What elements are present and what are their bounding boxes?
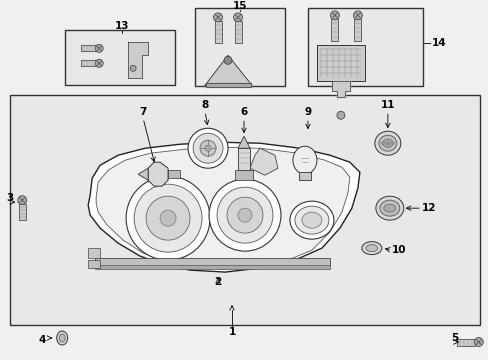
Bar (81, 45, 96, 51)
Text: 15: 15 (232, 1, 247, 12)
Bar (456, 338, 474, 346)
Bar (316, 45, 364, 81)
Bar (95, 265, 329, 269)
Bar (307, 8, 422, 86)
Circle shape (353, 11, 362, 20)
Polygon shape (128, 42, 148, 78)
Ellipse shape (57, 331, 67, 345)
Ellipse shape (375, 196, 403, 220)
Polygon shape (148, 162, 168, 186)
Text: 7: 7 (139, 107, 146, 117)
Circle shape (473, 338, 482, 347)
Ellipse shape (59, 334, 65, 342)
Bar (81, 60, 96, 66)
Bar (65, 30, 175, 85)
Circle shape (224, 56, 231, 64)
Circle shape (160, 210, 176, 226)
Circle shape (204, 145, 211, 151)
Ellipse shape (382, 139, 392, 147)
Circle shape (95, 59, 103, 67)
Circle shape (233, 13, 242, 22)
Ellipse shape (294, 206, 328, 234)
Bar (234, 21, 241, 43)
Text: 3: 3 (7, 193, 14, 203)
Bar (168, 170, 180, 178)
Circle shape (130, 65, 136, 71)
Bar (238, 148, 249, 170)
Text: 6: 6 (240, 107, 247, 117)
Text: 9: 9 (304, 107, 311, 117)
Circle shape (146, 196, 190, 240)
Text: 8: 8 (201, 100, 208, 110)
Ellipse shape (386, 142, 388, 145)
Circle shape (95, 44, 103, 52)
Ellipse shape (365, 245, 377, 252)
Circle shape (188, 128, 227, 168)
Bar (235, 170, 252, 180)
Text: 11: 11 (380, 100, 394, 110)
Polygon shape (138, 168, 148, 180)
Bar (95, 258, 329, 266)
Circle shape (330, 11, 339, 20)
Ellipse shape (390, 142, 393, 145)
Ellipse shape (381, 142, 384, 145)
Circle shape (226, 197, 263, 233)
Text: 12: 12 (421, 203, 435, 213)
Ellipse shape (374, 131, 400, 155)
Circle shape (336, 111, 344, 119)
Polygon shape (238, 136, 249, 148)
Bar (195, 8, 285, 86)
Ellipse shape (361, 242, 381, 255)
Text: 5: 5 (450, 333, 457, 343)
Bar (331, 19, 338, 41)
Text: 13: 13 (115, 21, 129, 31)
Polygon shape (96, 147, 349, 269)
Ellipse shape (379, 200, 399, 216)
Circle shape (208, 179, 281, 251)
Ellipse shape (378, 135, 396, 151)
Bar (88, 248, 100, 258)
Circle shape (193, 133, 223, 163)
Text: 2: 2 (214, 277, 221, 287)
Circle shape (213, 13, 222, 22)
Polygon shape (249, 148, 277, 175)
Circle shape (126, 176, 210, 260)
Polygon shape (88, 142, 359, 272)
Bar (214, 21, 221, 43)
Text: 4: 4 (39, 335, 46, 345)
Bar (354, 19, 361, 41)
Text: 10: 10 (391, 245, 406, 255)
Ellipse shape (292, 146, 316, 174)
Text: 1: 1 (228, 327, 235, 337)
Text: 14: 14 (431, 38, 446, 48)
Circle shape (200, 140, 216, 156)
Circle shape (134, 184, 202, 252)
Polygon shape (205, 83, 250, 87)
Bar (10, 95, 479, 325)
Circle shape (217, 187, 272, 243)
Circle shape (18, 196, 27, 205)
Ellipse shape (383, 204, 395, 212)
Ellipse shape (289, 201, 333, 239)
Polygon shape (331, 81, 349, 97)
Circle shape (238, 208, 251, 222)
Bar (88, 260, 100, 268)
Bar (19, 204, 26, 220)
Ellipse shape (301, 212, 321, 228)
Bar (298, 172, 310, 180)
Polygon shape (204, 55, 251, 85)
